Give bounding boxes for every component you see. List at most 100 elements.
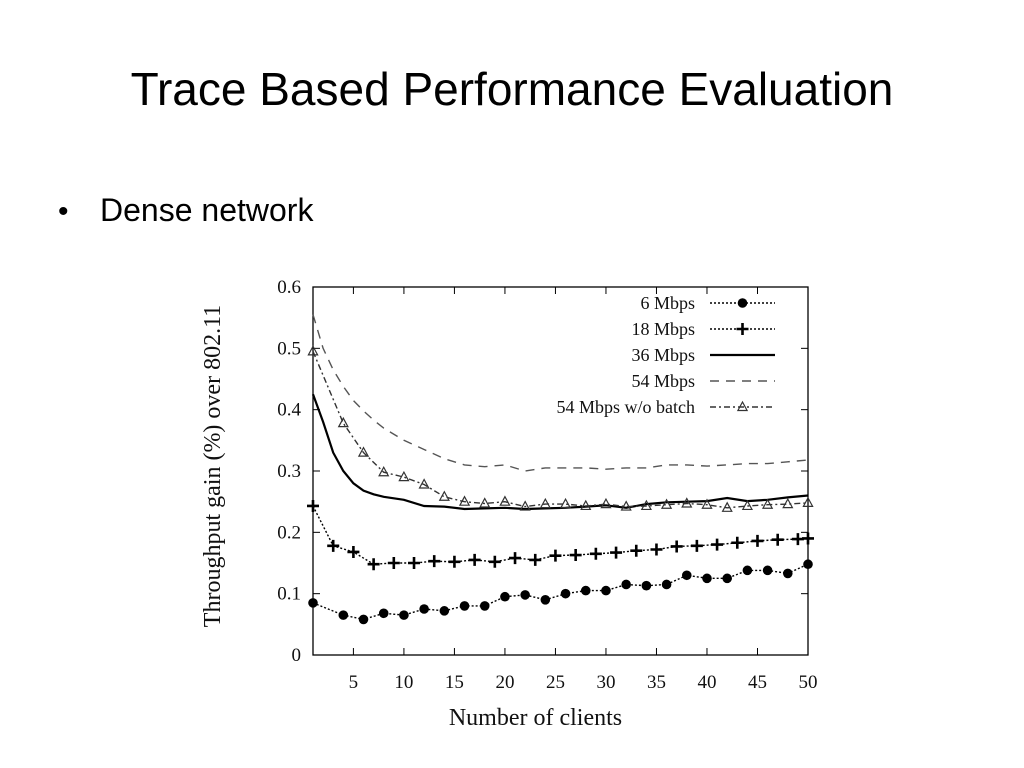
bullet-item: • Dense network: [58, 192, 313, 229]
data-point: [539, 497, 551, 509]
y-tick-label: 0.4: [277, 400, 301, 421]
y-tick-label: 0.5: [277, 338, 301, 359]
series-line: [312, 351, 809, 509]
data-point: [520, 590, 530, 600]
series-2: [307, 499, 814, 571]
data-point: [681, 497, 693, 508]
data-point: [448, 555, 461, 568]
data-point: [468, 553, 481, 566]
data-point: [439, 606, 450, 616]
data-point: [479, 497, 491, 508]
data-point: [711, 538, 724, 551]
legend-marker: [737, 298, 748, 308]
data-point: [419, 604, 429, 614]
data-point: [660, 498, 673, 509]
data-point: [650, 543, 663, 556]
data-point: [601, 585, 611, 596]
data-point: [782, 497, 794, 509]
data-point: [751, 534, 764, 547]
data-point: [771, 533, 784, 546]
data-point: [549, 549, 562, 562]
y-tick-label: 0.3: [277, 461, 301, 482]
data-point: [641, 580, 652, 591]
data-point: [569, 549, 582, 562]
data-point: [580, 585, 591, 596]
chart-root: 5 10 15 20 25 30 35 40 45 50 0 0.1 0.2 0.3 0.4 0.5 0.6 Nu…: [200, 277, 818, 731]
data-point: [670, 540, 683, 553]
y-tick-label: 0.1: [277, 584, 301, 605]
data-point: [519, 500, 531, 511]
data-point: [791, 533, 804, 546]
x-tick-label: 40: [697, 672, 716, 693]
data-point: [418, 478, 430, 489]
data-point: [488, 555, 501, 568]
data-point: [621, 579, 631, 590]
legend-marker: [736, 323, 749, 335]
x-tick-label: 10: [394, 672, 413, 693]
data-point: [701, 498, 713, 509]
x-axis-label: Number of clients: [449, 705, 622, 731]
legend-label: 54 Mbps: [631, 371, 695, 391]
data-point: [358, 614, 369, 625]
y-tick-label: 0.2: [277, 522, 301, 543]
data-point: [338, 610, 349, 620]
data-point: [742, 565, 753, 576]
data-point: [782, 568, 793, 579]
data-point: [731, 536, 744, 549]
series-line: [312, 314, 809, 472]
data-point: [307, 499, 319, 512]
data-point: [458, 495, 471, 506]
data-point: [802, 496, 814, 507]
data-point: [408, 557, 421, 569]
data-point: [560, 588, 571, 599]
data-point: [399, 610, 409, 620]
y-tick-label: 0: [292, 645, 302, 666]
data-point: [378, 465, 390, 477]
data-point: [559, 497, 572, 509]
legend-label: 54 Mbps w/o batch: [557, 397, 696, 417]
y-tick-label: 0.6: [277, 277, 301, 298]
series-1: [308, 559, 813, 625]
data-point: [367, 558, 380, 571]
data-point: [499, 495, 511, 506]
data-point: [479, 601, 490, 611]
data-point: [347, 545, 360, 558]
x-tick-label: 50: [799, 672, 818, 693]
legend-label: 18 Mbps: [631, 319, 695, 339]
x-tick-label: 20: [495, 672, 514, 693]
data-point: [357, 446, 370, 457]
data-point: [681, 570, 692, 581]
series-4: [312, 314, 809, 472]
x-tick-label: 45: [748, 672, 767, 693]
data-point: [580, 499, 592, 511]
x-tick-label: 25: [546, 672, 565, 693]
data-point: [387, 557, 400, 569]
data-point: [761, 498, 774, 509]
data-point: [661, 579, 672, 590]
data-point: [529, 553, 542, 566]
data-point: [630, 544, 643, 557]
data-point: [589, 547, 602, 560]
data-point: [721, 501, 733, 512]
data-point: [398, 470, 410, 482]
data-point: [307, 345, 319, 356]
bullet-text: Dense network: [100, 192, 314, 228]
data-point: [509, 552, 522, 565]
data-point: [640, 499, 652, 511]
data-point: [459, 601, 470, 611]
x-tick-label: 15: [445, 672, 464, 693]
data-point: [378, 608, 389, 619]
x-tick-label: 35: [647, 672, 666, 693]
data-point: [762, 565, 773, 576]
data-point: [540, 595, 551, 605]
data-point: [428, 555, 441, 568]
data-point: [438, 490, 450, 501]
series-line: [311, 393, 809, 511]
data-point: [337, 416, 349, 428]
data-point: [702, 573, 712, 584]
data-point: [327, 539, 340, 552]
x-tick-label: 30: [596, 672, 615, 693]
x-tick-label: 5: [349, 672, 359, 693]
data-point: [308, 598, 318, 608]
